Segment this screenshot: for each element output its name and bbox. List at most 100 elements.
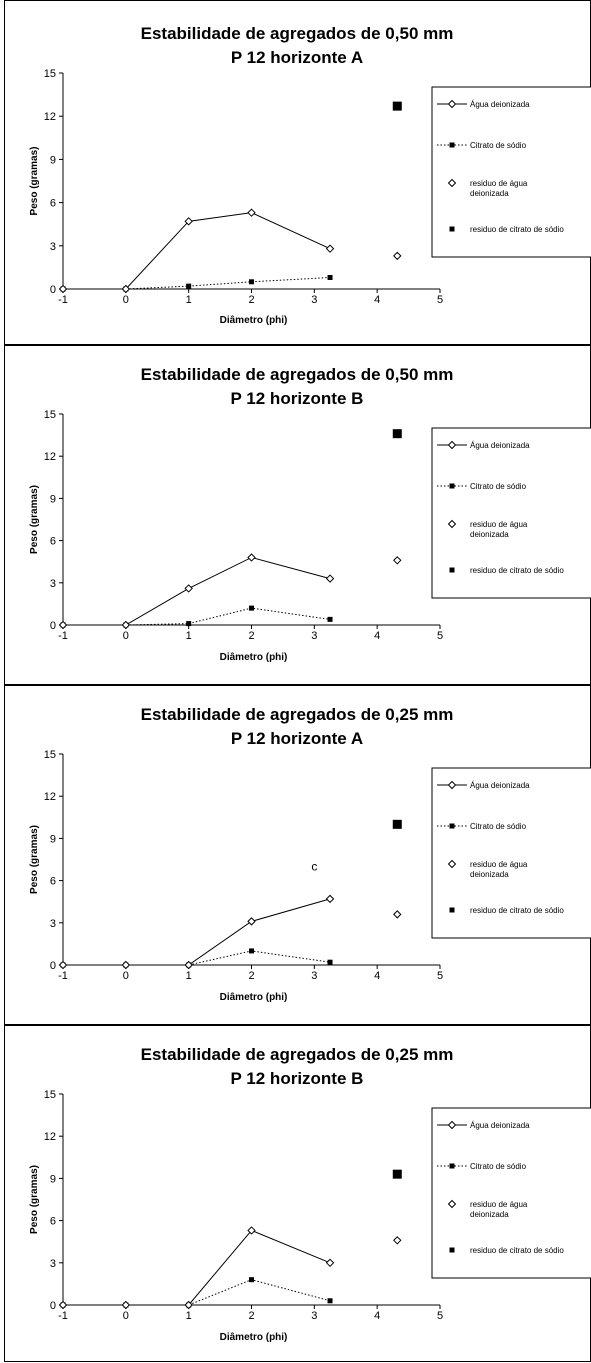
legend-box: [431, 1107, 591, 1279]
legend-label: Água deionizada: [470, 1121, 530, 1130]
chart-annotation: c: [311, 860, 317, 874]
x-tick-label: 4: [374, 1310, 380, 1322]
legend-label-line1: residuo de água: [470, 860, 528, 869]
point-citrato: [186, 621, 192, 627]
series-line-citrato: [63, 607, 331, 626]
y-tick-label: 6: [50, 536, 56, 548]
series-line-citrato: [63, 950, 331, 966]
legend-marker-residuo-agua: [447, 178, 457, 188]
point-agua: [247, 917, 256, 926]
point-citrato: [249, 605, 254, 611]
x-tick-label: 4: [374, 970, 380, 982]
y-tick-label: 15: [44, 409, 56, 421]
chart-panel-1: Estabilidade de agregados de 0,50 mm P 12…: [4, 0, 591, 345]
legend-label-line2: deionizada: [470, 530, 509, 539]
point-agua: [247, 553, 256, 562]
point-residuo-agua: [393, 1236, 402, 1245]
point-residuo-agua: [393, 556, 402, 565]
legend-box: [431, 767, 591, 939]
x-tick-label: 2: [248, 294, 254, 306]
y-tick-label: 6: [50, 198, 56, 210]
legend-label-line1: residuo de água: [470, 520, 528, 529]
y-tick-label: 3: [50, 1258, 56, 1270]
point-citrato: [249, 279, 254, 285]
y-tick-label: 9: [50, 154, 56, 166]
x-tick-label: 3: [311, 294, 317, 306]
y-tick-label: 0: [50, 1300, 56, 1312]
point-citrato: [327, 959, 333, 965]
x-tick-label: 4: [374, 294, 380, 306]
x-tick-label: -1: [58, 630, 68, 642]
series-line-citrato: [63, 276, 331, 290]
x-tick-label: 1: [186, 630, 192, 642]
legend-marker-residuo-agua: [447, 859, 457, 869]
legend-label: Água deionizada: [470, 781, 530, 790]
y-tick-label: 12: [44, 451, 56, 463]
legend-label: Citrato de sódio: [470, 1162, 527, 1171]
legend-label-line2: deionizada: [470, 189, 509, 198]
x-tick-label: -1: [58, 970, 68, 982]
chart-title: Estabilidade de agregados de 0,25 mm: [141, 705, 454, 724]
point-agua: [325, 1258, 335, 1268]
x-axis-label: Diâmetro (phi): [220, 1332, 288, 1343]
legend-marker-citrato: [449, 823, 455, 829]
y-tick-label: 9: [50, 833, 56, 845]
chart-subtitle: P 12 horizonte B: [231, 1069, 364, 1088]
x-tick-label: 2: [248, 1310, 254, 1322]
point-agua: [247, 1226, 256, 1235]
point-citrato: [249, 948, 254, 954]
legend-marker-citrato: [449, 483, 455, 489]
point-citrato: [186, 283, 192, 289]
point-residuo-citrato: [392, 429, 402, 439]
legend-marker-citrato: [449, 1163, 455, 1169]
x-tick-label: 5: [437, 1310, 443, 1322]
x-tick-label: 3: [311, 630, 317, 642]
y-tick-label: 0: [50, 620, 56, 632]
legend-label-line2: deionizada: [470, 1210, 509, 1219]
chart-panel-2: Estabilidade de agregados de 0,50 mm P 12…: [4, 345, 591, 685]
legend-marker-residuo-agua: [447, 1199, 457, 1209]
x-tick-label: 1: [186, 294, 192, 306]
point-citrato: [327, 1298, 333, 1304]
legend-label: residuo de citrato de sódio: [470, 225, 564, 234]
legend-marker-agua: [447, 440, 457, 450]
x-tick-label: -1: [58, 1310, 68, 1322]
y-tick-label: 9: [50, 493, 56, 505]
chart-1-svg: Estabilidade de agregados de 0,50 mm P 12…: [29, 24, 591, 326]
x-tick-label: 5: [437, 294, 443, 306]
y-tick-label: 15: [44, 749, 56, 761]
point-agua: [184, 1300, 193, 1310]
x-tick-label: 4: [374, 630, 380, 642]
point-agua: [121, 1300, 131, 1310]
point-agua: [247, 208, 256, 217]
point-agua: [325, 574, 335, 583]
y-tick-label: 0: [50, 284, 56, 296]
series-line-agua: [63, 556, 331, 626]
x-tick-label: -1: [58, 294, 68, 306]
legend-label-line1: residuo de água: [470, 1200, 528, 1209]
series-line-agua: [63, 898, 331, 966]
point-citrato: [327, 274, 333, 280]
point-agua: [325, 244, 335, 253]
y-tick-label: 12: [44, 111, 56, 123]
x-tick-label: 5: [437, 630, 443, 642]
chart-3-svg: Estabilidade de agregados de 0,25 mm P 12…: [29, 705, 591, 1003]
point-citrato: [249, 1277, 254, 1283]
chart-subtitle: P 12 horizonte A: [231, 48, 363, 67]
legend-label: residuo de citrato de sódio: [470, 906, 564, 915]
y-tick-label: 15: [44, 68, 56, 80]
legend-marker-agua: [447, 1120, 457, 1130]
point-agua: [121, 284, 131, 294]
series-line-citrato: [63, 1279, 331, 1306]
y-tick-label: 0: [50, 960, 56, 972]
legend-box: [431, 86, 591, 258]
point-residuo-citrato: [392, 101, 402, 111]
chart-2-svg: Estabilidade de agregados de 0,50 mm P 12…: [29, 365, 591, 663]
chart-subtitle: P 12 horizonte B: [231, 389, 364, 408]
chart-panel-4: Estabilidade de agregados de 0,25 mm P 12…: [4, 1025, 591, 1362]
legend-marker-residuo-agua: [447, 519, 457, 529]
point-agua: [58, 1300, 68, 1310]
point-residuo-citrato: [392, 1169, 402, 1179]
legend-label: Água deionizada: [470, 100, 530, 109]
legend-marker-residuo-citrato: [449, 907, 455, 913]
